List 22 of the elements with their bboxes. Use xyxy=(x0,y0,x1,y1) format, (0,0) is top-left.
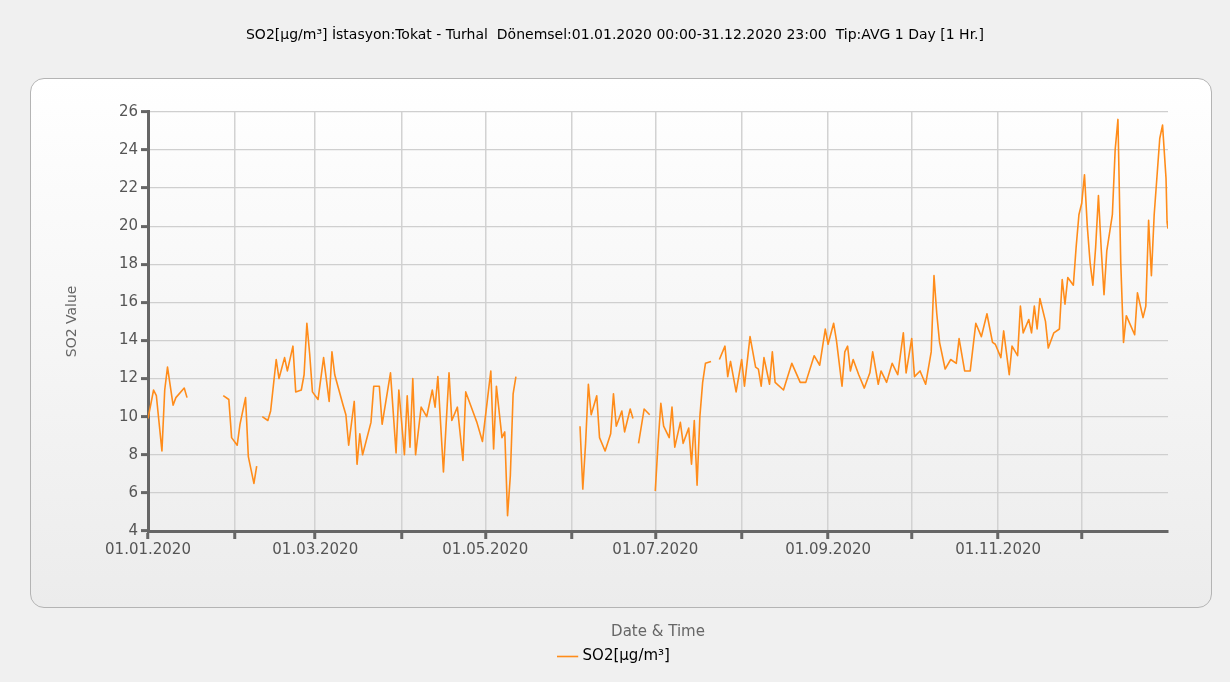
x-tick-label: 01.09.2020 xyxy=(785,539,872,558)
x-tick-label: 01.03.2020 xyxy=(272,539,359,558)
x-tick-label: 01.11.2020 xyxy=(955,539,1042,558)
y-tick-label: 10 xyxy=(118,406,138,425)
y-tick-label: 22 xyxy=(118,177,138,196)
y-tick-label: 24 xyxy=(118,139,138,158)
y-tick-label: 20 xyxy=(118,216,138,235)
x-tick-label: 01.01.2020 xyxy=(105,539,191,558)
x-tick-label: 01.07.2020 xyxy=(612,539,699,558)
y-tick-label: 18 xyxy=(118,254,138,273)
y-tick-label: 26 xyxy=(118,101,138,120)
legend-label: SO2[µg/m³] xyxy=(582,646,670,665)
y-axis-title: SO2 Value xyxy=(63,285,80,358)
y-tick-label: 12 xyxy=(118,368,138,387)
y-tick-label: 4 xyxy=(128,520,138,539)
y-tick-label: 8 xyxy=(128,444,138,463)
x-axis-title: Date & Time xyxy=(611,621,705,640)
x-tick-label: 01.05.2020 xyxy=(442,539,529,558)
chart-title: SO2[µg/m³] İstasyon:Tokat - Turhal Dönemsel:01.01.2020 00:00-31.12.2020 23:00 Tip:AVG 1 Day [1 Hr.] xyxy=(245,25,985,43)
y-tick-label: 16 xyxy=(118,292,138,311)
y-tick-label: 14 xyxy=(118,330,138,349)
y-tick-label: 6 xyxy=(128,482,138,501)
